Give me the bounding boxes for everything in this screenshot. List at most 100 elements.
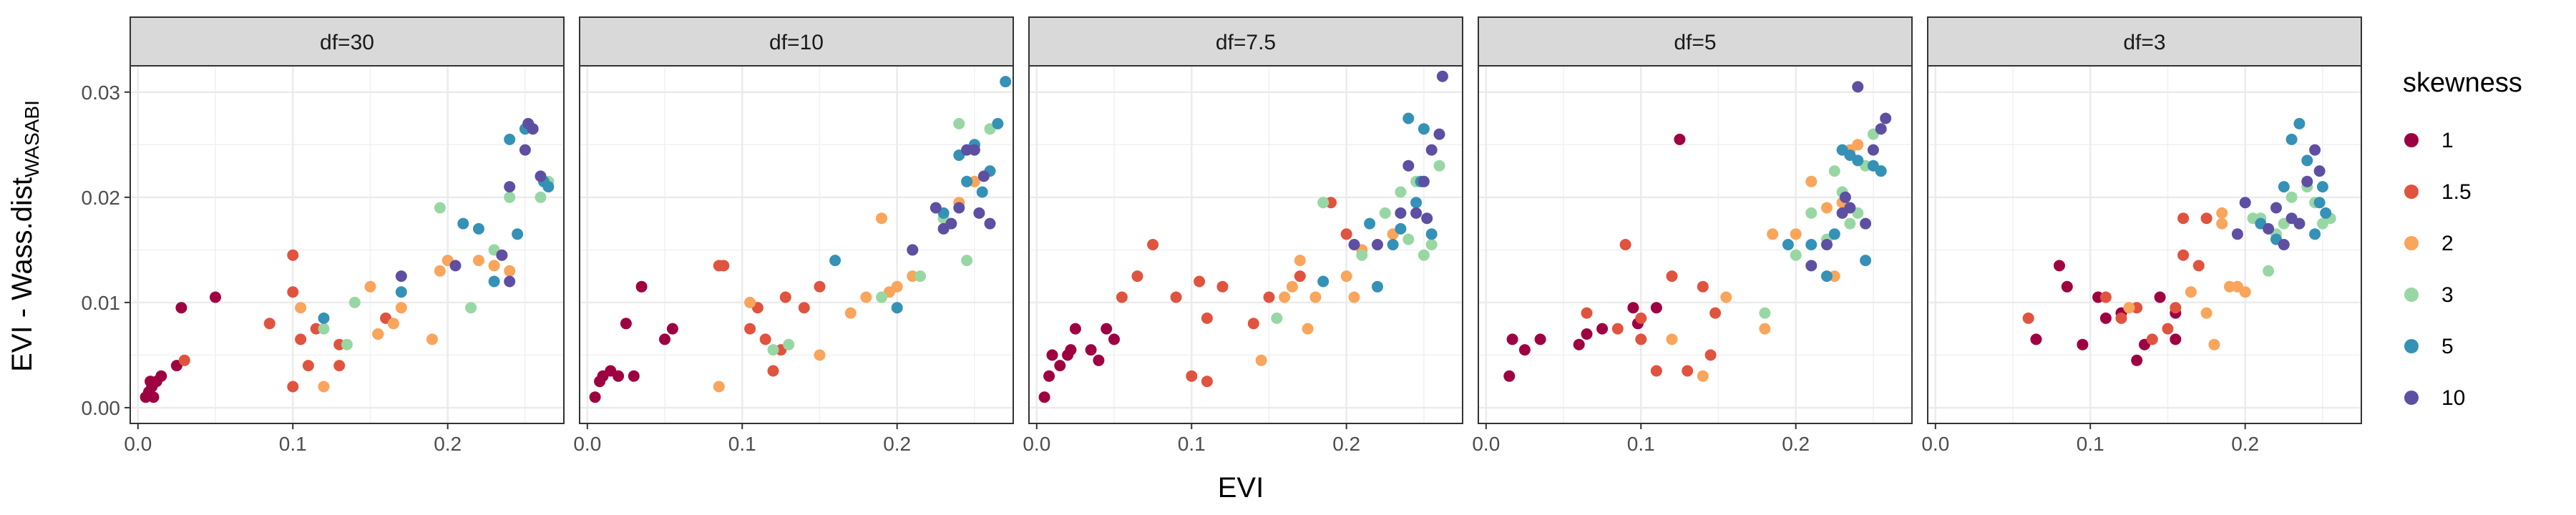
data-point-skew-5 — [2320, 207, 2332, 219]
data-point-skew-1 — [2170, 333, 2182, 345]
data-point-skew-1-5 — [1704, 349, 1717, 361]
data-point-skew-5 — [395, 286, 407, 298]
data-point-skew-1-5 — [1170, 291, 1182, 303]
data-point-skew-10 — [1805, 260, 1818, 272]
data-point-skew-10 — [953, 202, 965, 214]
facet-strip-label: df=7.5 — [1216, 31, 1276, 54]
data-point-skew-2 — [504, 265, 516, 277]
data-point-skew-1 — [147, 391, 160, 403]
data-point-skew-2 — [488, 260, 500, 272]
data-point-skew-5 — [1364, 217, 1376, 230]
legend-label: 10 — [2441, 386, 2465, 410]
data-point-skew-1 — [1054, 360, 1066, 372]
data-point-skew-2 — [1759, 323, 1771, 335]
data-point-skew-3 — [535, 191, 547, 203]
data-point-skew-2 — [1666, 333, 1678, 345]
data-point-skew-1 — [1581, 328, 1593, 340]
data-point-skew-2 — [2123, 302, 2135, 314]
data-point-skew-1-5 — [263, 318, 275, 330]
data-point-skew-3 — [1828, 165, 1840, 177]
y-tick-label: 0.01 — [82, 292, 121, 314]
data-point-skew-3 — [1425, 239, 1438, 250]
data-point-skew-10 — [395, 270, 407, 283]
legend-item: 10 — [2404, 386, 2465, 410]
data-point-skew-1-5 — [2162, 323, 2174, 335]
data-point-skew-2 — [426, 333, 438, 345]
legend-title: skewness — [2403, 68, 2522, 98]
data-point-skew-1-5 — [2177, 249, 2190, 261]
data-point-skew-10 — [496, 249, 508, 261]
data-point-skew-1 — [1038, 391, 1050, 403]
data-point-skew-5 — [1852, 154, 1864, 167]
legend-label: 3 — [2441, 283, 2454, 307]
data-point-skew-10 — [907, 244, 919, 256]
data-point-skew-2 — [1720, 291, 1732, 303]
data-point-skew-3 — [1790, 249, 1802, 261]
data-point-skew-1-5 — [718, 260, 730, 272]
data-point-skew-1-5 — [1216, 280, 1229, 293]
x-tick-label: 0.0 — [1023, 433, 1050, 455]
data-point-skew-1 — [2154, 291, 2166, 303]
data-point-skew-2 — [891, 280, 903, 293]
data-point-skew-1 — [1506, 333, 1518, 345]
data-point-skew-10 — [504, 181, 516, 193]
data-point-skew-1-5 — [1294, 270, 1306, 283]
x-tick-label: 0.2 — [434, 433, 462, 455]
x-tick-label: 0.0 — [573, 433, 601, 455]
x-tick-label: 0.0 — [1921, 433, 1949, 455]
data-point-skew-1 — [1573, 338, 1585, 350]
data-point-skew-10 — [1348, 239, 1360, 250]
legend-key-skew-1 — [2404, 133, 2419, 147]
data-point-skew-10 — [977, 170, 990, 182]
data-point-skew-5 — [1317, 275, 1330, 288]
data-point-skew-1 — [613, 370, 625, 382]
data-point-skew-1-5 — [2177, 212, 2190, 225]
facet-strip — [1478, 16, 1913, 67]
data-point-skew-1-5 — [178, 354, 190, 366]
data-point-skew-1 — [1503, 370, 1516, 382]
data-point-skew-3 — [1433, 160, 1445, 172]
data-point-skew-3 — [961, 255, 973, 267]
data-point-skew-3 — [318, 323, 330, 335]
data-point-skew-10 — [1410, 207, 1423, 219]
data-point-skew-2 — [473, 255, 484, 267]
data-point-skew-1-5 — [1635, 312, 1647, 324]
data-point-skew-3 — [1395, 186, 1407, 198]
data-point-skew-3 — [914, 270, 927, 283]
data-point-skew-1-5 — [1697, 280, 1709, 293]
data-point-skew-10 — [504, 275, 516, 288]
data-point-skew-2 — [434, 265, 446, 277]
panel-background — [1478, 66, 1912, 423]
data-point-skew-1-5 — [1581, 307, 1593, 319]
data-point-skew-2 — [372, 328, 384, 340]
data-point-skew-1-5 — [1194, 275, 1206, 288]
data-point-skew-10 — [1425, 144, 1438, 156]
data-point-skew-5 — [976, 186, 988, 198]
data-point-skew-2 — [876, 212, 887, 225]
data-point-skew-3 — [1805, 207, 1818, 219]
data-point-skew-1-5 — [1682, 365, 1694, 377]
facet-panel: df=5 0.0 0.1 0.2 — [1472, 16, 1913, 455]
data-point-skew-5 — [488, 275, 500, 288]
data-point-skew-2 — [2216, 217, 2228, 230]
data-point-skew-1-5 — [1666, 270, 1678, 283]
data-point-skew-1 — [666, 323, 678, 335]
data-point-skew-1-5 — [744, 323, 756, 335]
data-point-skew-1 — [1069, 323, 1081, 335]
data-point-skew-1 — [628, 370, 640, 382]
data-point-skew-1 — [1108, 333, 1120, 345]
data-point-skew-10 — [2301, 175, 2313, 187]
data-point-skew-10 — [519, 144, 531, 156]
data-point-skew-5 — [829, 255, 841, 267]
data-point-skew-3 — [1317, 197, 1330, 209]
data-point-skew-3 — [504, 191, 516, 203]
data-point-skew-2 — [744, 296, 756, 308]
data-point-skew-10 — [930, 202, 942, 214]
data-point-skew-1-5 — [1131, 270, 1143, 283]
panel-border — [1478, 65, 1913, 424]
data-point-skew-1 — [1101, 323, 1113, 335]
data-point-skew-3 — [1844, 217, 1856, 230]
data-point-skew-10 — [2263, 222, 2275, 235]
data-point-skew-1-5 — [1340, 228, 1352, 240]
legend-key-skew-2 — [2404, 236, 2419, 250]
